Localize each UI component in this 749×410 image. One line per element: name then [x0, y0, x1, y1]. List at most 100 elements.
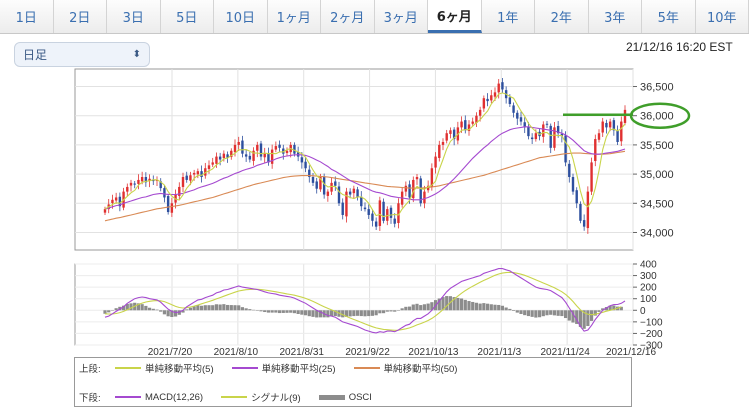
osci-bar — [537, 310, 542, 318]
tab-period-11[interactable]: 3年 — [588, 0, 642, 33]
x-axis-label: 2021/11/3 — [477, 347, 521, 358]
osci-bar — [155, 309, 159, 311]
osc-tick-label: 300 — [640, 271, 657, 282]
osci-bar — [415, 303, 419, 311]
tab-period-13[interactable]: 10年 — [695, 0, 749, 33]
osci-bar — [289, 310, 293, 313]
legend-item: MACD(12,26) — [115, 390, 203, 404]
x-axis-label: 2021/9/22 — [345, 347, 390, 358]
candle-body — [319, 177, 322, 190]
osci-bar — [326, 310, 330, 318]
osc-tick-label: −200 — [640, 329, 663, 340]
candle-body — [166, 196, 170, 213]
osci-bar — [352, 310, 356, 317]
legend-item: 単純移動平均(5) — [115, 361, 214, 375]
candle-body — [363, 207, 367, 210]
x-axis-label: 2021/7/20 — [148, 347, 193, 358]
y-tick-label: 34,000 — [640, 227, 674, 239]
osci-bar — [147, 307, 152, 311]
candle-period-select[interactable]: 日足 ⬍ — [14, 42, 150, 67]
osci-bar — [515, 310, 519, 313]
osci-bar — [582, 310, 586, 329]
candle-body — [605, 122, 608, 128]
candle-body — [308, 169, 311, 178]
osci-bar — [225, 304, 230, 311]
x-axis-label: 2021/10/13 — [408, 347, 458, 358]
candle-body — [114, 197, 118, 201]
candle-body — [103, 209, 107, 213]
tab-period-3[interactable]: 5日 — [160, 0, 214, 33]
legend-lower-items: MACD(12,26) シグナル(9) OSCI — [115, 390, 390, 404]
candle-body — [226, 154, 229, 158]
candle-body — [430, 168, 434, 187]
osci-bar — [363, 310, 367, 317]
tab-period-8[interactable]: 6ヶ月 — [428, 0, 482, 33]
candle-body — [129, 182, 133, 186]
osci-bar — [318, 310, 323, 318]
candle-body — [501, 82, 504, 90]
osci-bar — [560, 310, 564, 317]
legend-lower-row: 下段: MACD(12,26) シグナル(9) OSCI — [75, 389, 631, 405]
tab-period-6[interactable]: 2ヶ月 — [321, 0, 375, 33]
osci-bar — [240, 307, 245, 311]
chart-legend: 上段: 単純移動平均(5) 単純移動平均(25) 単純移動平均(50) 下段: MA… — [74, 357, 632, 407]
candle-body — [449, 130, 452, 134]
osci-bar — [396, 310, 401, 311]
legend-swatch — [115, 396, 141, 398]
tab-period-9[interactable]: 1年 — [481, 0, 535, 33]
candle-body — [386, 209, 389, 221]
osci-bar — [407, 306, 412, 311]
tab-period-5[interactable]: 1ヶ月 — [267, 0, 321, 33]
osci-bar — [519, 310, 523, 314]
candle-body — [490, 95, 493, 101]
osci-bar — [604, 307, 609, 311]
osci-bar — [593, 310, 597, 316]
candle-body — [330, 182, 333, 192]
candle-body — [564, 135, 567, 163]
ma5-line — [104, 92, 626, 218]
osci-bar — [497, 304, 501, 311]
osci-bar — [489, 304, 493, 311]
osci-bar — [211, 305, 215, 311]
osci-bar — [404, 306, 408, 311]
osci-bar — [251, 309, 256, 311]
osci-bar — [162, 310, 167, 315]
tab-period-2[interactable]: 3日 — [107, 0, 161, 33]
signal-line — [104, 271, 622, 331]
candle-body — [126, 186, 129, 192]
candle-body — [282, 148, 285, 154]
candle-body — [248, 155, 252, 160]
candle-body — [478, 109, 482, 116]
candle-body — [471, 121, 474, 124]
candle-body — [434, 156, 437, 168]
legend-swatch — [221, 396, 248, 398]
tab-period-0[interactable]: 1日 — [0, 0, 54, 33]
candle-body — [579, 203, 582, 221]
tab-period-10[interactable]: 2年 — [535, 0, 589, 33]
candle-body — [244, 154, 248, 157]
osci-bar — [541, 310, 545, 317]
candle-body — [222, 153, 226, 159]
tab-period-7[interactable]: 3ヶ月 — [374, 0, 428, 33]
osci-bar — [478, 303, 482, 311]
osci-bar — [549, 310, 553, 315]
candle-body — [620, 121, 623, 142]
osci-bar — [315, 310, 319, 318]
osci-bar — [207, 305, 211, 311]
osci-bar — [218, 304, 222, 311]
osci-bar — [199, 305, 204, 311]
candle-body — [586, 191, 590, 229]
tab-period-12[interactable]: 5年 — [642, 0, 696, 33]
candle-body — [516, 112, 519, 119]
osci-bar — [359, 310, 363, 317]
osc-tick-label: 200 — [640, 283, 657, 294]
osci-bar — [188, 307, 193, 311]
osci-bar — [259, 310, 263, 312]
tab-period-1[interactable]: 2日 — [53, 0, 107, 33]
osci-bar — [151, 308, 155, 311]
candle-body — [382, 201, 385, 221]
osci-bar — [578, 310, 583, 327]
osci-bar — [110, 310, 115, 311]
tab-period-4[interactable]: 10日 — [214, 0, 268, 33]
candle-body — [590, 162, 593, 192]
